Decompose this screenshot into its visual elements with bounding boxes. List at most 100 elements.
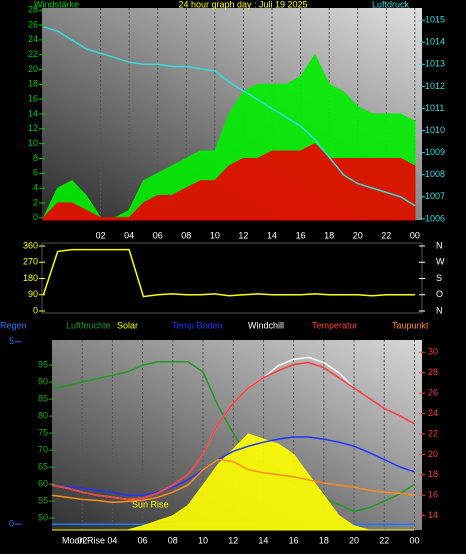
y-tick-label: 6 (33, 168, 38, 178)
y-axis-title: Windstärke (34, 0, 79, 9)
annotation: Sun Rise (132, 499, 169, 509)
y-tick-label: W (436, 257, 445, 267)
y-tick-label: S (436, 273, 442, 283)
y-tick-label: 12 (28, 123, 38, 133)
series-line (51, 361, 415, 501)
y-tick-label: 26 (28, 19, 38, 29)
legend-label: Windchill (248, 320, 284, 330)
y-tick-label: 16 (428, 490, 438, 500)
chart-title: 24 hour graph day : Juli 19 2025 (178, 0, 307, 9)
y-tick-label: 5 (9, 336, 14, 346)
y-tick-label: 65 (38, 461, 48, 471)
y-tick-label: 55 (38, 495, 48, 505)
y-tick-label: 16 (28, 94, 38, 104)
y-tick-label: 90 (28, 289, 38, 299)
y-tick-label: 270 (23, 257, 38, 267)
x-tick-label: 10 (198, 535, 208, 545)
x-tick-label: 22 (379, 535, 389, 545)
y-tick-label: 1010 (425, 125, 445, 135)
y-tick-label: 360 (23, 240, 38, 250)
plot-background (41, 242, 423, 314)
y-tick-label: 1006 (425, 213, 445, 223)
y-tick-label: 60 (38, 478, 48, 488)
y-tick-label: 1015 (425, 15, 445, 25)
x-tick-label: 04 (107, 535, 117, 545)
x-tick-label: 02 (77, 535, 87, 545)
x-tick-label: 04 (124, 230, 134, 240)
y-tick-label: 20 (428, 449, 438, 459)
series-line (42, 248, 415, 298)
legend-label: Taupunkt (392, 320, 429, 330)
y-tick-label: 1014 (425, 37, 445, 47)
annotation: Moon Rise (62, 535, 105, 545)
x-tick-label: 14 (267, 230, 277, 240)
series-line (51, 361, 415, 513)
series-line (51, 458, 415, 504)
y-tick-label: 14 (28, 108, 38, 118)
x-tick-label: 08 (168, 535, 178, 545)
y-tick-label: 1011 (425, 103, 444, 113)
y-tick-label: 14 (428, 510, 438, 520)
x-tick-label: 00 (409, 535, 419, 545)
series-line (43, 26, 416, 207)
legend-label: Luftfeuchte (66, 320, 111, 330)
series-line (51, 436, 415, 497)
legend-label: Temp Boden (172, 320, 223, 330)
x-tick-label: 12 (228, 535, 238, 545)
x-tick-label: 22 (381, 230, 391, 240)
legend-label: Temperatur (312, 320, 358, 330)
series-area (52, 433, 415, 531)
x-tick-label: 16 (289, 535, 299, 545)
y-tick-label: 24 (428, 408, 438, 418)
x-tick-label: 14 (258, 535, 268, 545)
series-area (42, 143, 416, 221)
y-tick-label: 28 (428, 367, 438, 377)
y-tick-label: 0 (33, 305, 38, 315)
y-tick-label: 75 (38, 428, 48, 438)
y-tick-label: 26 (428, 387, 438, 397)
y-tick-label: 1012 (425, 81, 445, 91)
y-tick-label: 20 (28, 64, 38, 74)
y-tick-label: 1007 (425, 191, 445, 201)
y-tick-label: 1008 (425, 169, 445, 179)
y-tick-label: 50 (38, 512, 48, 522)
y-tick-label: 28 (28, 5, 38, 15)
y-tick-label: 1009 (425, 147, 445, 157)
y-tick-label: 10 (28, 138, 38, 148)
y-tick-label: 0 (9, 519, 14, 529)
x-tick-label: 10 (210, 230, 220, 240)
x-tick-label: 18 (324, 230, 334, 240)
y-tick-label: 22 (28, 49, 38, 59)
y-tick-label: 24 (28, 34, 38, 44)
y-tick-label: 85 (38, 394, 48, 404)
y-tick-label: 2 (33, 197, 38, 207)
y-tick-label: 4 (33, 183, 38, 193)
y-tick-label: 70 (38, 445, 48, 455)
y-tick-label: 0 (33, 212, 38, 222)
y2-axis-title: Luftdruck (372, 0, 410, 9)
x-tick-label: 06 (138, 535, 148, 545)
y-tick-label: 8 (33, 153, 38, 163)
x-tick-label: 00 (410, 230, 420, 240)
y-tick-label: 18 (28, 79, 38, 89)
y-tick-label: 95 (38, 360, 48, 370)
x-tick-label: 12 (238, 230, 248, 240)
x-tick-label: 08 (181, 230, 191, 240)
y-tick-label: 80 (38, 411, 48, 421)
y-tick-label: 1013 (425, 59, 445, 69)
legend-label: Regen (0, 320, 27, 330)
y-tick-label: O (436, 289, 443, 299)
y-tick-label: 30 (428, 347, 438, 357)
y-tick-label: 18 (428, 469, 438, 479)
x-tick-label: 20 (349, 535, 359, 545)
y-tick-label: 22 (428, 428, 438, 438)
y-tick-label: 180 (23, 273, 38, 283)
x-tick-label: 20 (353, 230, 363, 240)
x-tick-label: 02 (96, 230, 106, 240)
legend-label: Solar (117, 320, 138, 330)
x-tick-label: 16 (296, 230, 306, 240)
y-tick-label: N (436, 305, 443, 315)
x-tick-label: 18 (319, 535, 329, 545)
y-tick-label: 90 (38, 377, 48, 387)
